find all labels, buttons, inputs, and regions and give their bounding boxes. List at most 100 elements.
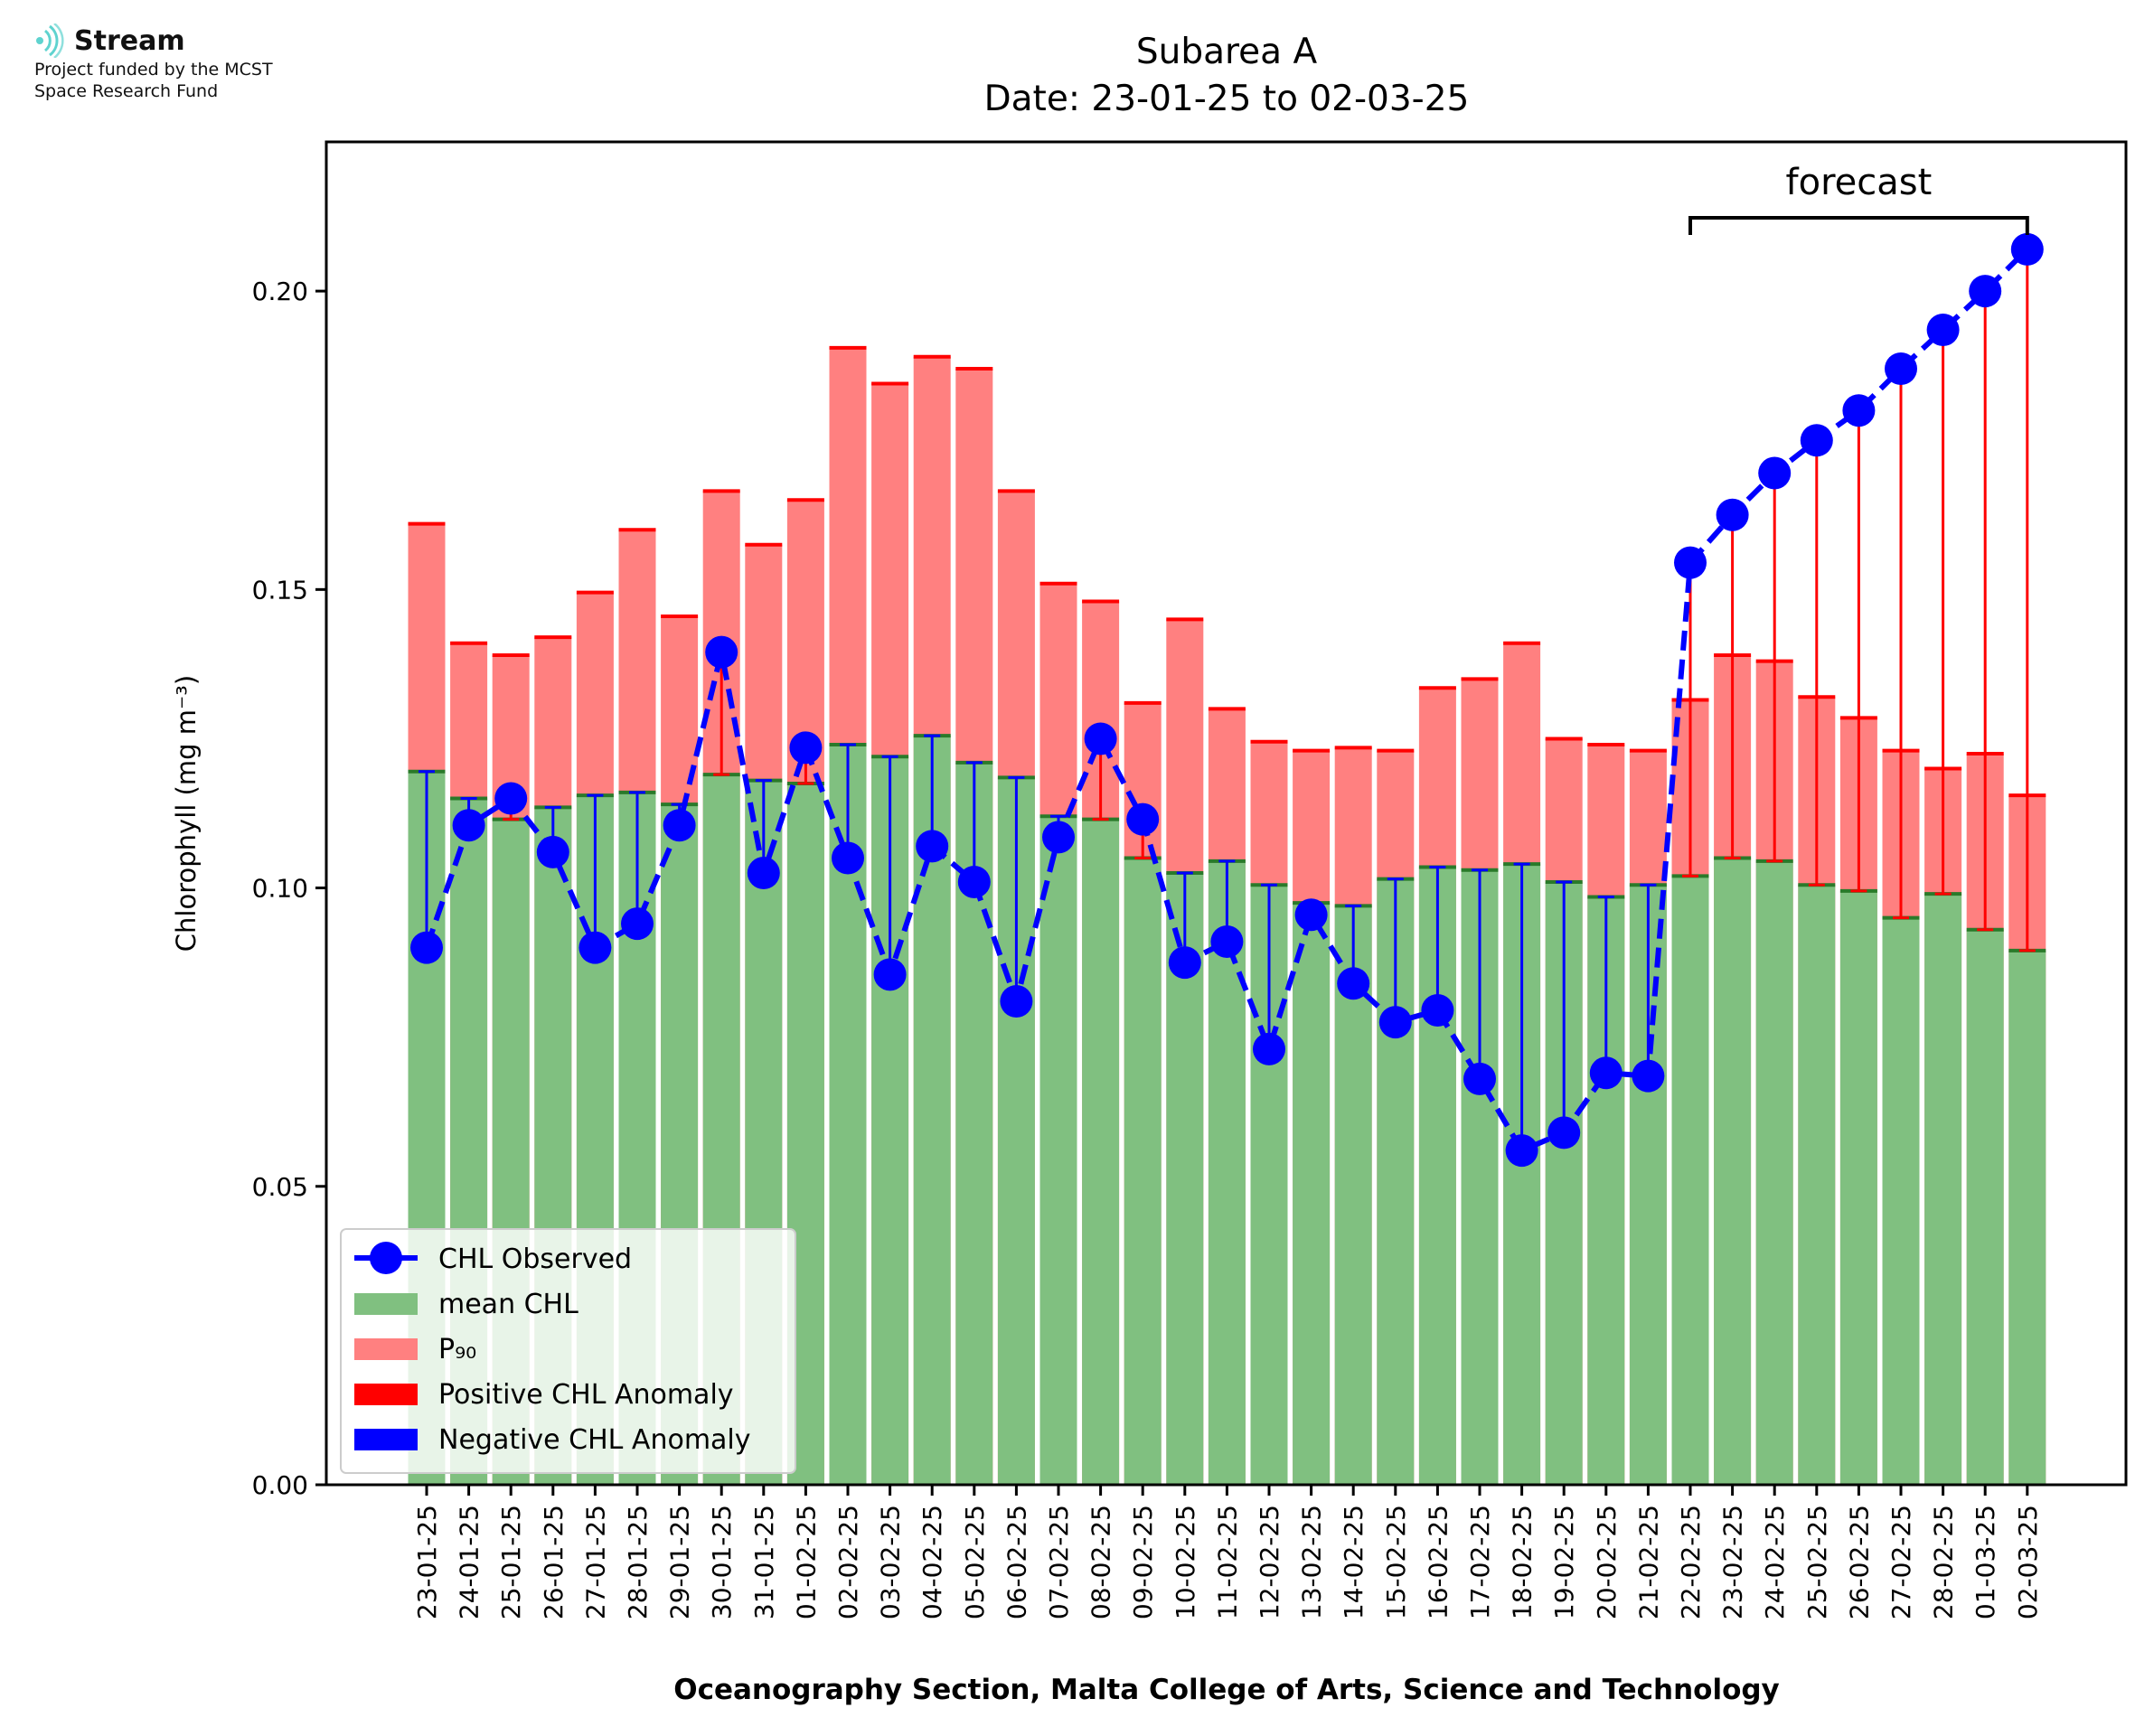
- observed-point: [410, 931, 443, 964]
- y-tick-label: 0.10: [252, 874, 308, 904]
- forecast-annotation: forecast: [1786, 162, 1933, 203]
- observed-point: [789, 731, 823, 765]
- observed-point: [536, 835, 569, 868]
- legend-label: Negative CHL Anomaly: [438, 1424, 751, 1456]
- x-tick-label: 16-02-25: [1423, 1505, 1453, 1619]
- observed-point: [1674, 546, 1707, 579]
- x-tick-label: 26-01-25: [539, 1505, 569, 1619]
- x-tick-label: 25-02-25: [1802, 1505, 1832, 1619]
- mean-bar: [1039, 816, 1077, 1485]
- logo-subtitle-line1: Project funded by the MCST: [34, 60, 273, 80]
- x-tick-label: 05-02-25: [960, 1505, 990, 1619]
- observed-point: [1084, 722, 1117, 755]
- observed-point: [1969, 275, 2002, 308]
- observed-point: [1378, 1006, 1412, 1039]
- observed-point: [1716, 498, 1749, 531]
- mean-bar: [1839, 890, 1877, 1485]
- legend-swatch: [354, 1338, 418, 1360]
- x-tick-label: 27-02-25: [1886, 1505, 1916, 1619]
- mean-bar: [1671, 876, 1709, 1485]
- observed-line: [424, 247, 2029, 1154]
- x-tick-label: 28-02-25: [1929, 1505, 1959, 1619]
- mean-bar: [1124, 858, 1162, 1485]
- x-tick-label: 11-02-25: [1212, 1505, 1242, 1619]
- observed-point: [747, 857, 780, 890]
- observed-point: [873, 958, 907, 991]
- mean-bar: [1924, 894, 1962, 1485]
- x-tick-label: 21-02-25: [1633, 1505, 1663, 1619]
- observed-point: [1800, 424, 1833, 457]
- observed-point: [1463, 1062, 1496, 1095]
- x-tick-label: 18-02-25: [1508, 1505, 1538, 1619]
- mean-bar: [1798, 885, 1836, 1485]
- legend-swatch: [354, 1293, 418, 1315]
- x-tick-label: 12-02-25: [1255, 1505, 1284, 1619]
- x-tick-label: 25-01-25: [496, 1505, 526, 1619]
- mean-bar: [1293, 903, 1331, 1485]
- legend-swatch: [354, 1384, 418, 1405]
- logo-subtitle-line2: Space Research Fund: [34, 81, 219, 101]
- x-tick-label: 23-02-25: [1718, 1505, 1748, 1619]
- observed-point: [832, 841, 864, 875]
- observed-point: [1042, 821, 1075, 854]
- legend-swatch: [354, 1429, 418, 1450]
- observed-point: [452, 809, 485, 842]
- x-tick-label: 17-02-25: [1465, 1505, 1495, 1619]
- observed-point: [1758, 456, 1792, 490]
- observed-point: [1589, 1056, 1623, 1090]
- observed-point: [916, 830, 949, 863]
- stream-waves-icon: [36, 23, 64, 58]
- x-tick-label: 24-01-25: [455, 1505, 484, 1619]
- chart-title: Subarea A: [1136, 32, 1318, 72]
- y-tick-label: 0.15: [252, 575, 308, 605]
- x-tick-label: 10-02-25: [1171, 1505, 1200, 1619]
- logo: Stream Project funded by the MCST Space …: [34, 23, 273, 101]
- y-axis-label: Chlorophyll (mg m⁻³): [171, 675, 202, 952]
- observed-point: [705, 635, 738, 669]
- mean-bar: [1714, 858, 1752, 1485]
- legend-label: mean CHL: [438, 1289, 578, 1320]
- x-tick-label: 07-02-25: [1044, 1505, 1074, 1619]
- mean-bar: [1082, 819, 1120, 1485]
- logo-name: Stream: [74, 24, 185, 57]
- x-tick-label: 19-02-25: [1549, 1505, 1579, 1619]
- observed-point: [1842, 394, 1876, 427]
- x-tick-label: 22-02-25: [1676, 1505, 1706, 1619]
- x-tick-label: 13-02-25: [1297, 1505, 1327, 1619]
- y-tick-label: 0.20: [252, 277, 308, 306]
- x-tick-label: 14-02-25: [1339, 1505, 1369, 1619]
- legend-label: P₉₀: [438, 1334, 476, 1365]
- x-tick-label: 31-01-25: [749, 1505, 779, 1619]
- mean-bar: [1208, 860, 1246, 1485]
- x-tick-label: 20-02-25: [1592, 1505, 1622, 1619]
- legend: CHL Observed mean CHL P₉₀ Positive CHL Anom…: [340, 1228, 796, 1474]
- observed-point: [621, 907, 654, 941]
- x-tick-label: 01-02-25: [791, 1505, 821, 1619]
- observed-point: [578, 931, 612, 964]
- x-tick-label: 08-02-25: [1086, 1505, 1116, 1619]
- legend-label: Positive CHL Anomaly: [438, 1379, 734, 1411]
- mean-bar: [1882, 917, 1920, 1485]
- observed-point: [957, 865, 991, 898]
- observed-point: [1547, 1116, 1581, 1150]
- mean-bar: [1966, 929, 2004, 1485]
- x-tick-label: 02-02-25: [833, 1505, 863, 1619]
- y-tick-label: 0.00: [252, 1470, 308, 1500]
- observed-point: [1168, 946, 1201, 980]
- observed-point: [1632, 1059, 1665, 1093]
- observed-point: [1294, 898, 1328, 932]
- legend-observed-marker: [370, 1242, 402, 1274]
- x-tick-label: 27-01-25: [580, 1505, 610, 1619]
- x-axis: 23-01-25 24-01-25 25-01-25 26-01-25 27-01-25…: [412, 1485, 2043, 1619]
- x-axis-label: Oceanography Section, Malta College of A…: [673, 1674, 1780, 1706]
- y-axis: 0.00 0.05 0.10 0.15 0.20: [252, 277, 326, 1500]
- observed-point: [1337, 967, 1370, 1000]
- forecast-bracket: [1688, 216, 2029, 235]
- x-tick-label: 26-02-25: [1844, 1505, 1874, 1619]
- x-tick-label: 29-01-25: [665, 1505, 695, 1619]
- mean-bar: [2008, 950, 2046, 1485]
- y-tick-label: 0.05: [252, 1172, 308, 1202]
- observed-point: [2010, 232, 2044, 266]
- chart-subtitle: Date: 23-01-25 to 02-03-25: [984, 79, 1470, 119]
